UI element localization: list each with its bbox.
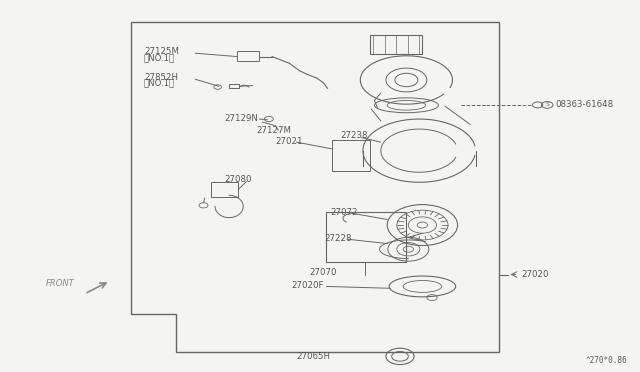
Text: 27072: 27072 (330, 208, 358, 217)
Text: 27070: 27070 (309, 268, 337, 277)
Text: 27129N: 27129N (224, 114, 258, 123)
Text: 27228: 27228 (324, 234, 352, 243)
Bar (237, 51, 259, 61)
Text: 27852H: 27852H (144, 73, 178, 81)
Text: 27020: 27020 (522, 270, 549, 279)
Text: 27127M: 27127M (256, 126, 291, 135)
Bar (370, 35, 422, 54)
Bar (211, 182, 238, 197)
Text: S: S (545, 102, 549, 108)
Text: 27238: 27238 (340, 131, 368, 140)
Text: 27065H: 27065H (296, 352, 330, 361)
Text: FRONT: FRONT (46, 279, 75, 288)
Bar (326, 212, 406, 262)
Text: ^270*0.86: ^270*0.86 (586, 356, 627, 365)
Bar (332, 140, 370, 171)
Text: 27021: 27021 (275, 137, 303, 146)
Bar (229, 84, 239, 88)
Text: 〈NO.1〉: 〈NO.1〉 (144, 53, 175, 62)
Text: 27080: 27080 (224, 175, 252, 184)
Text: 27125M: 27125M (144, 47, 179, 56)
Text: 〈NO.1〉: 〈NO.1〉 (144, 79, 175, 88)
Text: 27020F: 27020F (292, 281, 324, 290)
Text: 08363-61648: 08363-61648 (556, 100, 614, 109)
